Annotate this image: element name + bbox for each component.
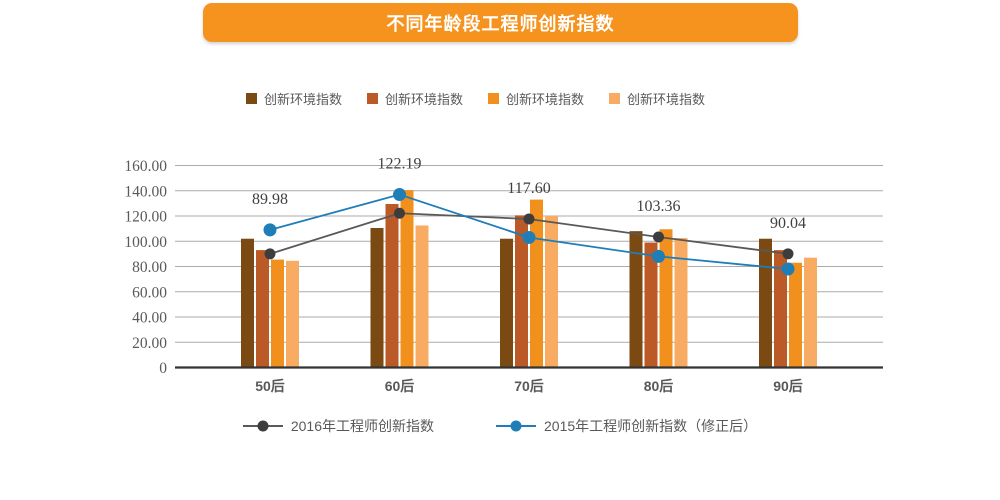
x-category-label: 90后 bbox=[773, 378, 803, 394]
bar-legend-item: 创新环境指数 bbox=[488, 89, 584, 108]
legend-swatch-icon bbox=[609, 93, 621, 104]
bar bbox=[400, 190, 414, 368]
line-series-legend: 2016年工程师创新指数 2015年工程师创新指数（修正后） bbox=[0, 416, 1000, 436]
bar bbox=[241, 238, 254, 368]
y-tick-label: 20.00 bbox=[132, 335, 167, 352]
line-marker bbox=[264, 248, 276, 260]
data-label: 90.04 bbox=[770, 215, 806, 232]
bar bbox=[644, 242, 658, 368]
data-label: 122.19 bbox=[378, 156, 422, 173]
line-legend-item: 2016年工程师创新指数 bbox=[242, 416, 434, 436]
y-tick-label: 140.00 bbox=[124, 183, 167, 200]
x-category-label: 50后 bbox=[255, 378, 285, 394]
bar bbox=[759, 238, 772, 368]
line-marker bbox=[522, 230, 536, 244]
bar bbox=[804, 257, 817, 368]
legend-swatch-icon bbox=[246, 93, 257, 104]
bar bbox=[415, 225, 429, 368]
data-label: 89.98 bbox=[252, 191, 288, 208]
bar-legend-label: 创新环境指数 bbox=[506, 92, 585, 107]
legend-swatch-icon bbox=[367, 93, 379, 104]
bar-legend-label: 创新环境指数 bbox=[264, 92, 343, 107]
y-tick-label: 0 bbox=[159, 360, 167, 377]
bar bbox=[385, 204, 399, 368]
y-tick-label: 120.00 bbox=[124, 209, 167, 226]
bar-legend-label: 创新环境指数 bbox=[385, 92, 464, 107]
chart-title: 不同年龄段工程师创新指数 bbox=[386, 13, 615, 34]
line-legend-label: 2015年工程师创新指数（修正后） bbox=[544, 418, 758, 434]
y-tick-label: 80.00 bbox=[132, 259, 167, 276]
x-category-label: 80后 bbox=[644, 378, 674, 394]
bar bbox=[271, 259, 284, 368]
bar bbox=[515, 215, 528, 368]
line-marker bbox=[263, 223, 277, 237]
bar bbox=[256, 250, 269, 368]
bar-legend-item: 创新环境指数 bbox=[609, 89, 705, 108]
bar bbox=[774, 250, 787, 368]
bar bbox=[500, 238, 513, 368]
line-marker bbox=[782, 248, 794, 260]
x-category-label: 60后 bbox=[385, 378, 415, 394]
bar bbox=[286, 260, 299, 368]
data-label: 117.60 bbox=[507, 180, 550, 197]
x-category-label: 70后 bbox=[514, 378, 544, 394]
bar bbox=[545, 216, 558, 368]
line-legend-item: 2015年工程师创新指数（修正后） bbox=[496, 416, 757, 436]
line-marker bbox=[652, 249, 665, 263]
line-marker bbox=[781, 262, 795, 276]
bar bbox=[629, 231, 643, 368]
bar-legend-label: 创新环境指数 bbox=[627, 92, 706, 107]
bar bbox=[674, 238, 688, 368]
line-marker bbox=[393, 188, 406, 202]
line-marker bbox=[394, 207, 405, 219]
bar bbox=[530, 199, 543, 368]
y-tick-label: 60.00 bbox=[132, 284, 167, 301]
bar-series-legend: 创新环境指数 创新环境指数 创新环境指数 创新环境指数 bbox=[246, 89, 705, 108]
bar-legend-item: 创新环境指数 bbox=[246, 89, 342, 108]
chart-title-bar: 不同年龄段工程师创新指数 bbox=[203, 3, 798, 42]
line-marker-icon bbox=[242, 419, 283, 433]
line-marker-icon bbox=[496, 419, 536, 433]
line-legend-label: 2016年工程师创新指数 bbox=[290, 418, 434, 434]
legend-swatch-icon bbox=[488, 93, 500, 104]
bar bbox=[789, 262, 802, 368]
y-tick-label: 100.00 bbox=[124, 234, 167, 251]
y-tick-label: 40.00 bbox=[132, 310, 167, 327]
line-marker bbox=[523, 213, 535, 225]
y-tick-label: 160.00 bbox=[124, 158, 167, 175]
bar bbox=[659, 229, 673, 368]
bar-legend-item: 创新环境指数 bbox=[367, 89, 463, 108]
bar bbox=[370, 227, 384, 368]
line-marker bbox=[653, 231, 664, 243]
data-label: 103.36 bbox=[637, 198, 681, 215]
